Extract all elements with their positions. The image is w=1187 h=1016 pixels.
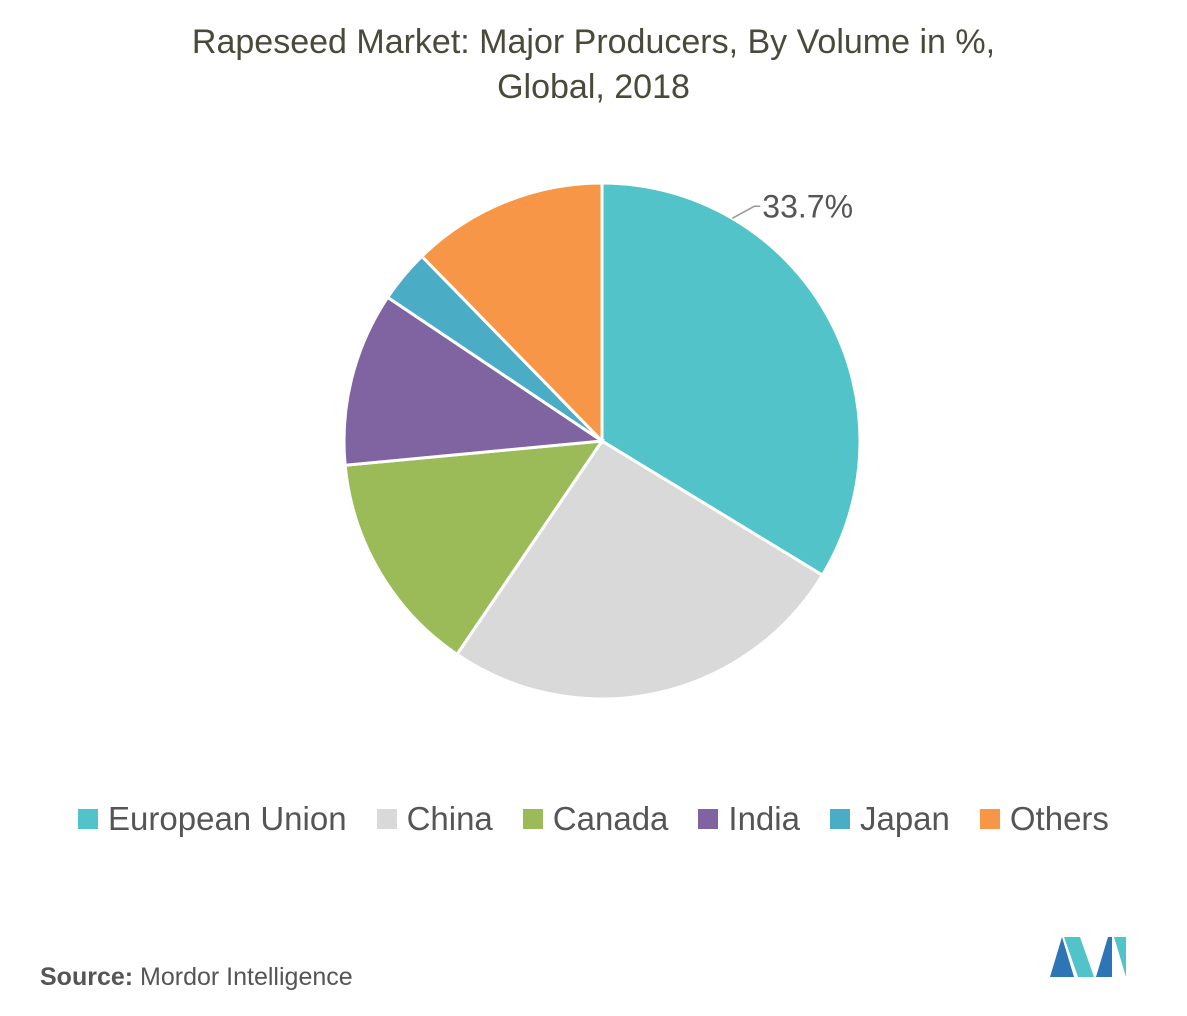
pie-slice-canada: [343, 439, 606, 657]
legend-label-china: China: [406, 800, 493, 837]
legend-swatch-canada: [522, 809, 543, 829]
legend-swatch-china: [376, 809, 397, 829]
chart-legend: European Union China Canada India Japan Other…: [0, 800, 1187, 838]
legend-item-india: India: [698, 800, 800, 838]
logo-shape-far-right: [1114, 937, 1126, 977]
legend-item-canada: Canada: [522, 800, 669, 838]
chart-title-line-1: Rapeseed Market: Major Producers, By Vol…: [191, 23, 996, 61]
legend-label-others: Others: [1009, 800, 1109, 837]
legend-label-japan: Japan: [859, 800, 950, 837]
legend-item-japan: Japan: [829, 800, 950, 838]
logo-shape-middle: [1064, 937, 1094, 977]
mordor-intelligence-logo-icon: [1050, 937, 1126, 977]
logo-shape-right: [1096, 937, 1112, 977]
legend-item-china: China: [376, 800, 493, 838]
data-label-leader-line: [731, 205, 761, 219]
source-text: Mordor Intelligence: [140, 963, 353, 991]
legend-item-european-union: European Union: [78, 800, 347, 838]
legend-swatch-european-union: [78, 809, 99, 829]
source-label: Source:: [40, 963, 134, 991]
pie-slice-european-union: [600, 181, 862, 578]
pie-labels: 33.7%: [731, 188, 853, 224]
legend-label-india: India: [728, 800, 800, 837]
data-label-european-union: 33.7%: [762, 188, 853, 224]
legend-label-canada: Canada: [552, 800, 669, 837]
legend-item-others: Others: [979, 800, 1109, 838]
legend-swatch-india: [698, 809, 719, 829]
pie-slice-india: [342, 295, 607, 467]
source-note: Source: Mordor Intelligence: [40, 963, 353, 992]
legend-swatch-japan: [829, 809, 850, 829]
pie-slice-others: [419, 181, 604, 445]
legend-swatch-others: [979, 809, 1000, 829]
pie-slice-china: [454, 438, 825, 701]
legend-label-european-union: European Union: [108, 800, 347, 837]
chart-title-line-2: Global, 2018: [497, 68, 690, 106]
pie-slices: [342, 181, 862, 701]
logo-shape-left: [1050, 937, 1074, 977]
chart-title: Rapeseed Market: Major Producers, By Vol…: [0, 20, 1187, 110]
